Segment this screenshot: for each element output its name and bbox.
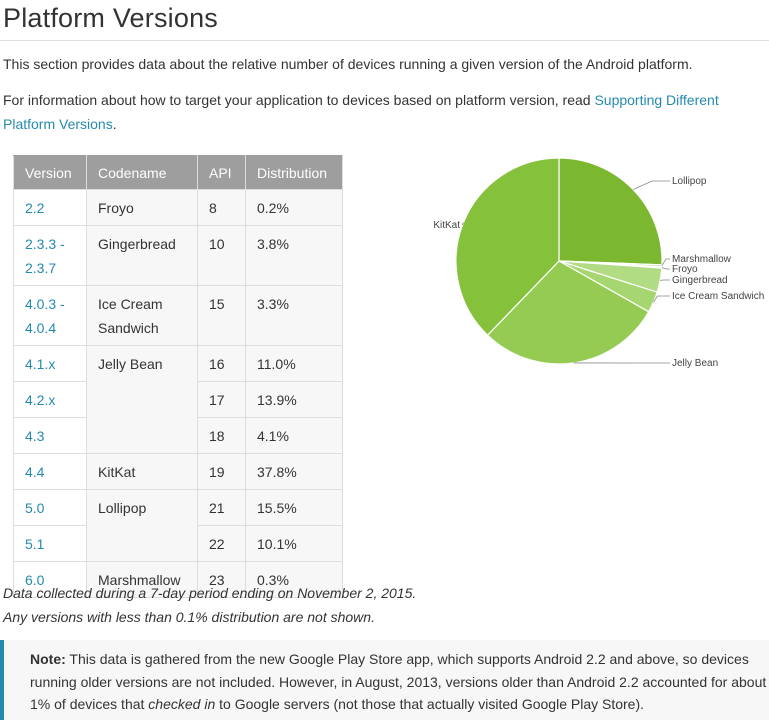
api-cell: 19 bbox=[197, 453, 246, 490]
distribution-cell: 3.3% bbox=[245, 285, 343, 346]
table-row: 4.1.x Jelly Bean 16 11.0% bbox=[13, 345, 343, 454]
api-cell: 15 bbox=[197, 285, 246, 346]
codename-cell: KitKat bbox=[86, 453, 198, 490]
version-link[interactable]: 4.1.x bbox=[25, 356, 56, 372]
distribution-cell: 0.3% bbox=[245, 561, 343, 598]
pie-leader-line bbox=[661, 267, 670, 270]
version-cell: 4.3 bbox=[13, 417, 87, 454]
distribution-cell: 10.1% bbox=[245, 525, 343, 562]
api-cell: 17 bbox=[197, 381, 246, 418]
note-box: Note: This data is gathered from the new… bbox=[0, 640, 769, 720]
header-distribution: Distribution bbox=[245, 155, 343, 190]
version-cell: 5.0 bbox=[13, 489, 87, 526]
target-paragraph: For information about how to target your… bbox=[3, 88, 763, 136]
pie-slice-kitkat bbox=[455, 157, 560, 337]
target-suffix: . bbox=[112, 116, 117, 132]
api-cell: 8 bbox=[197, 189, 246, 226]
table-row: 4.4 KitKat 19 37.8% bbox=[13, 453, 343, 490]
table-row: 5.0 Lollipop 21 15.5% bbox=[13, 489, 343, 562]
api-cell: 16 bbox=[197, 345, 246, 382]
version-link[interactable]: 4.4 bbox=[25, 464, 45, 480]
header-api: API bbox=[197, 155, 246, 190]
distribution-cell: 15.5% bbox=[245, 489, 343, 526]
pie-label: Froyo bbox=[672, 264, 698, 275]
version-link[interactable]: 2.3.3 -2.3.7 bbox=[25, 236, 65, 276]
pie-label: Gingerbread bbox=[672, 275, 728, 286]
distribution-cell: 4.1% bbox=[245, 417, 343, 454]
footnote-threshold: Any versions with less than 0.1% distrib… bbox=[3, 609, 375, 625]
pie-slice-jelly-bean bbox=[486, 260, 650, 365]
intro-paragraph: This section provides data about the rel… bbox=[3, 56, 693, 72]
header-version: Version bbox=[13, 155, 87, 190]
table-row: 5.1 22 10.1% bbox=[13, 525, 343, 562]
pie-label: Jelly Bean bbox=[672, 358, 718, 369]
pie-leader-line bbox=[653, 295, 670, 303]
distribution-cell: 11.0% bbox=[245, 345, 343, 382]
header-codename: Codename bbox=[86, 155, 198, 190]
codename-cell: Ice Cream Sandwich bbox=[86, 285, 198, 346]
version-cell: 2.3.3 -2.3.7 bbox=[13, 225, 87, 286]
table-row: 4.2.x 17 13.9% bbox=[13, 381, 343, 418]
codename-cell: Lollipop bbox=[86, 489, 198, 562]
codename-cell: Froyo bbox=[86, 189, 198, 226]
version-link[interactable]: 4.0.3 -4.0.4 bbox=[25, 296, 65, 336]
table-row: 4.3 18 4.1% bbox=[13, 417, 343, 454]
version-cell: 4.1.x bbox=[13, 345, 87, 382]
version-cell: 4.4 bbox=[13, 453, 87, 490]
table-row: 2.3.3 -2.3.7 Gingerbread 10 3.8% bbox=[13, 225, 343, 286]
pie-leader-line bbox=[633, 180, 670, 190]
versions-table: Version Codename API Distribution 2.2 Fro… bbox=[13, 155, 343, 598]
pie-label: Marshmallow bbox=[672, 254, 732, 265]
note-emphasis: checked in bbox=[148, 696, 216, 712]
version-cell: 5.1 bbox=[13, 525, 87, 562]
version-link[interactable]: 5.1 bbox=[25, 536, 45, 552]
version-link[interactable]: 4.2.x bbox=[25, 392, 56, 408]
api-cell: 10 bbox=[197, 225, 246, 286]
version-link[interactable]: 5.0 bbox=[25, 500, 45, 516]
version-link[interactable]: 2.2 bbox=[25, 200, 45, 216]
codename-cell: Gingerbread bbox=[86, 225, 198, 286]
pie-label: Lollipop bbox=[672, 176, 707, 187]
version-cell: 4.0.3 -4.0.4 bbox=[13, 285, 87, 346]
title-divider bbox=[0, 40, 769, 41]
distribution-cell: 3.8% bbox=[245, 225, 343, 286]
codename-cell: Marshmallow bbox=[86, 561, 198, 598]
pie-leader-line bbox=[661, 258, 670, 267]
version-cell: 4.2.x bbox=[13, 381, 87, 418]
codename-cell: Jelly Bean bbox=[86, 345, 198, 454]
table-row: 2.2 Froyo 8 0.2% bbox=[13, 189, 343, 226]
version-cell: 6.0 bbox=[13, 561, 87, 598]
version-link[interactable]: 6.0 bbox=[25, 572, 45, 588]
distribution-cell: 13.9% bbox=[245, 381, 343, 418]
distribution-cell: 0.2% bbox=[245, 189, 343, 226]
pie-slice-lollipop bbox=[558, 157, 663, 266]
api-cell: 21 bbox=[197, 489, 246, 526]
version-cell: 2.2 bbox=[13, 189, 87, 226]
version-link[interactable]: 4.3 bbox=[25, 428, 45, 444]
table-row: 4.0.3 -4.0.4 Ice Cream Sandwich 15 3.3% bbox=[13, 285, 343, 346]
pie-leader-line bbox=[461, 222, 464, 226]
pie-label: KitKat bbox=[433, 220, 460, 231]
supporting-platform-versions-link[interactable]: Supporting Different Platform Versions bbox=[3, 92, 719, 132]
table-row: 6.0 Marshmallow 23 0.3% bbox=[13, 561, 343, 598]
pie-label: Ice Cream Sandwich bbox=[672, 291, 764, 302]
api-cell: 18 bbox=[197, 417, 246, 454]
note-text: Note: This data is gathered from the new… bbox=[30, 651, 767, 712]
table-header-row: Version Codename API Distribution bbox=[13, 155, 343, 190]
api-cell: 23 bbox=[197, 561, 246, 598]
page-title: Platform Versions bbox=[3, 3, 218, 33]
api-cell: 22 bbox=[197, 525, 246, 562]
note-label: Note: bbox=[30, 651, 66, 667]
distribution-cell: 37.8% bbox=[245, 453, 343, 490]
footnote-collection-period: Data collected during a 7-day period end… bbox=[3, 585, 417, 601]
target-text: For information about how to target your… bbox=[3, 92, 595, 108]
